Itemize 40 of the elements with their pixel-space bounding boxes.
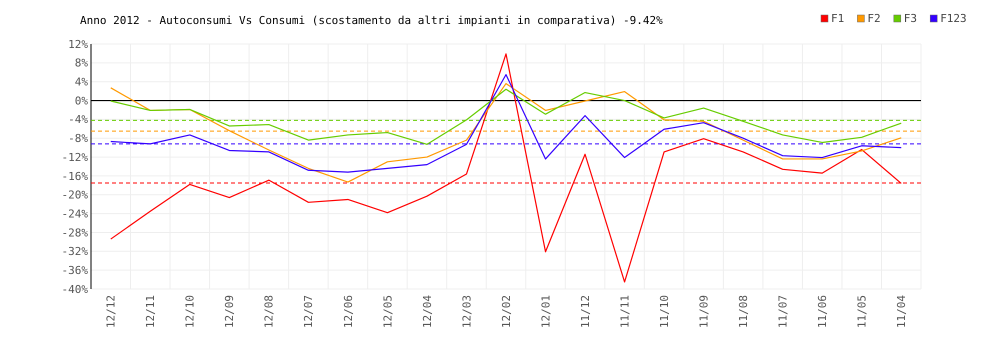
y-tick-label: 0% (74, 94, 88, 108)
x-tick-label: 12/11 (144, 295, 158, 328)
x-tick-label: 11/10 (658, 295, 671, 328)
x-tick-label: 11/04 (895, 294, 908, 328)
x-tick-label: 12/12 (104, 295, 118, 328)
x-tick-label: 12/08 (262, 295, 276, 328)
y-tick-label: 12% (68, 38, 88, 51)
chart-title: Anno 2012 - Autoconsumi Vs Consumi (scostamento da altri impianti in comparativa) -9.42% (80, 14, 664, 27)
x-tick-label: 12/10 (184, 295, 197, 328)
y-tick-label: -4% (68, 113, 88, 126)
y-tick-label: -28% (62, 226, 88, 240)
y-tick-label: -36% (62, 264, 88, 278)
y-tick-label: 8% (74, 56, 88, 70)
x-tick-label: 12/06 (342, 295, 355, 328)
y-tick-label: 4% (74, 76, 88, 89)
x-tick-label: 11/05 (856, 295, 869, 328)
legend-label: F2 (867, 12, 881, 25)
x-tick-label: 12/02 (500, 295, 513, 328)
x-tick-label: 12/03 (460, 295, 474, 328)
x-tick-label: 11/12 (578, 295, 592, 328)
x-tick-label: 12/09 (223, 295, 236, 328)
legend-label: F3 (904, 12, 918, 25)
y-tick-label: -12% (62, 150, 88, 164)
x-tick-label: 11/07 (776, 295, 790, 328)
y-tick-label: -8% (68, 132, 88, 146)
x-tick-label: 11/08 (736, 295, 750, 328)
y-tick-label: -20% (62, 188, 88, 202)
y-tick-label: -16% (62, 170, 88, 183)
y-tick-label: -40% (62, 282, 88, 296)
x-tick-label: 12/05 (381, 295, 394, 328)
y-tick-label: -32% (62, 245, 88, 258)
x-tick-label: 12/04 (420, 294, 434, 328)
y-tick-label: -24% (62, 207, 88, 220)
legend-label: F1 (831, 12, 844, 25)
x-tick-label: 12/07 (302, 295, 316, 328)
x-tick-label: 11/06 (816, 295, 830, 328)
x-tick-label: 11/09 (697, 295, 710, 328)
x-tick-label: 12/01 (539, 295, 552, 328)
legend-label: F123 (940, 12, 967, 25)
x-tick-label: 11/11 (618, 295, 632, 328)
